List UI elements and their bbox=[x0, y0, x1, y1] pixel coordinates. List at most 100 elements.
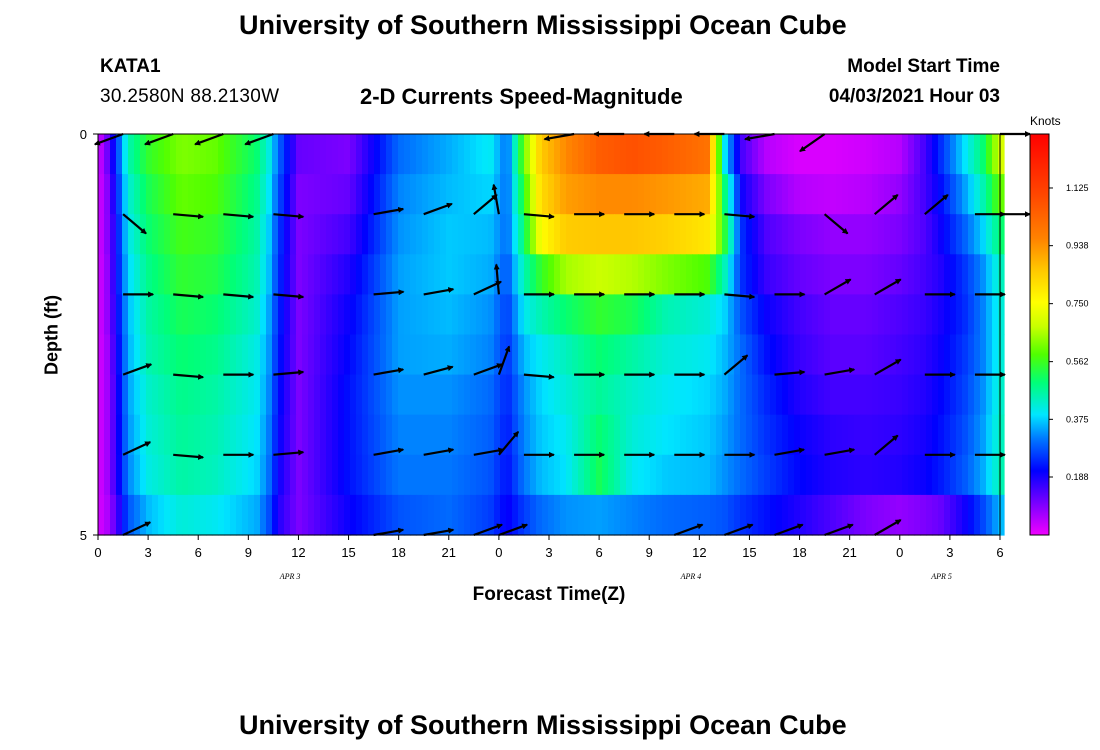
heatmap-cell bbox=[98, 174, 105, 215]
heatmap-row bbox=[98, 214, 1005, 255]
heatmap-cell bbox=[728, 134, 735, 175]
heatmap-cell bbox=[392, 134, 399, 175]
heatmap-cell bbox=[890, 254, 897, 295]
heatmap-cell bbox=[122, 454, 129, 496]
heatmap-cell bbox=[434, 134, 441, 175]
heatmap-cell bbox=[914, 374, 921, 416]
heatmap-cell bbox=[140, 174, 147, 215]
heatmap-cell bbox=[320, 334, 327, 376]
heatmap-cell bbox=[134, 214, 141, 255]
heatmap-cell bbox=[734, 134, 741, 175]
heatmap-cell bbox=[548, 214, 555, 255]
heatmap-cell bbox=[248, 254, 255, 295]
heatmap-cell bbox=[494, 494, 501, 536]
heatmap-cell bbox=[596, 134, 603, 175]
heatmap-cell bbox=[704, 454, 711, 496]
heatmap-cell bbox=[734, 494, 741, 536]
heatmap-cell bbox=[902, 214, 909, 255]
heatmap-cell bbox=[698, 134, 705, 175]
heatmap-cell bbox=[506, 214, 513, 255]
heatmap-cell bbox=[134, 334, 141, 376]
heatmap-cell bbox=[602, 414, 609, 456]
heatmap-cell bbox=[392, 254, 399, 295]
heatmap-cell bbox=[962, 174, 969, 215]
heatmap-cell bbox=[788, 174, 795, 215]
heatmap-cell bbox=[812, 494, 819, 536]
heatmap-cell bbox=[410, 254, 417, 295]
current-vector-arrow bbox=[824, 367, 856, 376]
heatmap-cell bbox=[374, 374, 381, 416]
heatmap-cell bbox=[506, 174, 513, 215]
heatmap-cell bbox=[608, 294, 615, 336]
heatmap-cell bbox=[476, 174, 483, 215]
heatmap-cell bbox=[776, 254, 783, 295]
heatmap-cell bbox=[572, 294, 579, 336]
colorbar-scale bbox=[1029, 133, 1050, 536]
heatmap-cell bbox=[164, 414, 171, 456]
heatmap-cell bbox=[134, 254, 141, 295]
heatmap-cell bbox=[614, 254, 621, 295]
heatmap-cell bbox=[128, 374, 135, 416]
heatmap-cell bbox=[608, 454, 615, 496]
heatmap-cell bbox=[944, 414, 951, 456]
heatmap-cell bbox=[992, 254, 999, 295]
heatmap-cell bbox=[344, 374, 351, 416]
heatmap-cell bbox=[602, 134, 609, 175]
heatmap-cell bbox=[536, 454, 543, 496]
heatmap-cell bbox=[116, 174, 123, 215]
heatmap-cell bbox=[866, 174, 873, 215]
heatmap-cell bbox=[206, 254, 213, 295]
heatmap-cell bbox=[620, 494, 627, 536]
heatmap-cell bbox=[98, 494, 105, 536]
heatmap-cell bbox=[170, 214, 177, 255]
model-start-value: 04/03/2021 Hour 03 bbox=[828, 86, 1000, 107]
heatmap-cell bbox=[884, 334, 891, 376]
heatmap-cell bbox=[350, 134, 357, 175]
heatmap-cell bbox=[926, 414, 933, 456]
heatmap-cell bbox=[194, 494, 201, 536]
heatmap-cell bbox=[494, 294, 501, 336]
heatmap-cell bbox=[254, 214, 261, 255]
heatmap-cell bbox=[392, 174, 399, 215]
heatmap-cell bbox=[374, 414, 381, 456]
heatmap-cell bbox=[536, 214, 543, 255]
heatmap-cell bbox=[176, 454, 183, 496]
heatmap-cell bbox=[596, 374, 603, 416]
heatmap-cell bbox=[170, 494, 177, 536]
heatmap-cell bbox=[356, 494, 363, 536]
heatmap-cell bbox=[962, 414, 969, 456]
heatmap-cell bbox=[620, 254, 627, 295]
heatmap-cell bbox=[356, 294, 363, 336]
heatmap-cell bbox=[752, 254, 759, 295]
heatmap-cell bbox=[290, 334, 297, 376]
heatmap-cell bbox=[218, 414, 225, 456]
heatmap-cell bbox=[782, 214, 789, 255]
heatmap-cell bbox=[344, 454, 351, 496]
current-vector-arrow bbox=[724, 213, 756, 220]
heatmap-cell bbox=[908, 214, 915, 255]
heatmap-cell bbox=[482, 174, 489, 215]
heatmap-cell bbox=[896, 134, 903, 175]
heatmap-cell bbox=[668, 174, 675, 215]
current-vector-arrow bbox=[373, 447, 405, 456]
heatmap-cell bbox=[302, 174, 309, 215]
heatmap-cell bbox=[428, 494, 435, 536]
heatmap-cell bbox=[518, 254, 525, 295]
heatmap-cell bbox=[104, 254, 111, 295]
heatmap-cell bbox=[266, 254, 273, 295]
heatmap-cell bbox=[836, 374, 843, 416]
heatmap-cell bbox=[866, 294, 873, 336]
heatmap-cell bbox=[842, 214, 849, 255]
heatmap-cell bbox=[866, 494, 873, 536]
heatmap-cell bbox=[908, 454, 915, 496]
heatmap-cell bbox=[548, 454, 555, 496]
heatmap-cell bbox=[212, 414, 219, 456]
heatmap-cell bbox=[104, 214, 111, 255]
heatmap-cell bbox=[302, 214, 309, 255]
heatmap-cell bbox=[194, 214, 201, 255]
heatmap-cell bbox=[362, 454, 369, 496]
heatmap-cell bbox=[314, 334, 321, 376]
heatmap-cell bbox=[422, 254, 429, 295]
heatmap-cell bbox=[158, 454, 165, 496]
heatmap-cell bbox=[818, 334, 825, 376]
